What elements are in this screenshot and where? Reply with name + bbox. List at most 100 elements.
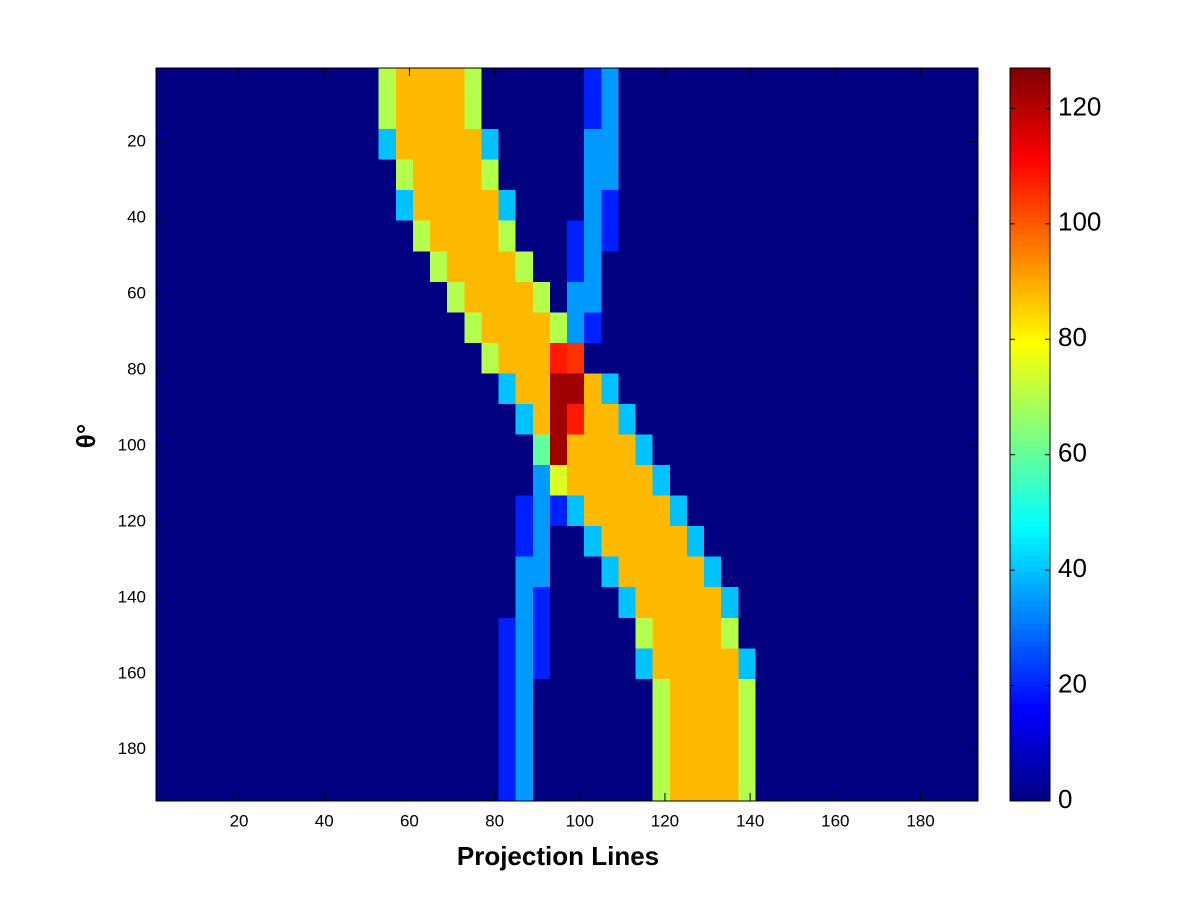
cell bbox=[464, 373, 482, 405]
cell bbox=[173, 465, 191, 497]
cell bbox=[721, 220, 739, 252]
cell bbox=[549, 68, 568, 100]
cell bbox=[584, 403, 602, 436]
cell bbox=[378, 678, 397, 710]
cell bbox=[960, 739, 979, 772]
cell bbox=[635, 403, 654, 436]
cell bbox=[858, 281, 876, 313]
cell bbox=[618, 465, 637, 497]
cell bbox=[481, 129, 500, 161]
cell bbox=[241, 770, 260, 802]
cell bbox=[789, 678, 808, 710]
cell bbox=[704, 403, 722, 436]
y-tick-label: 60 bbox=[127, 283, 146, 302]
cell bbox=[327, 281, 345, 313]
cell bbox=[327, 617, 345, 649]
cell bbox=[669, 587, 688, 619]
cell bbox=[738, 678, 756, 710]
cell bbox=[327, 190, 345, 222]
cell bbox=[361, 526, 380, 558]
cell bbox=[755, 159, 774, 191]
cell bbox=[549, 129, 568, 161]
colorbar-swatch bbox=[1010, 789, 1050, 796]
cell bbox=[601, 434, 619, 466]
cell bbox=[567, 587, 585, 619]
cell bbox=[395, 434, 414, 466]
cell bbox=[498, 526, 517, 558]
cell bbox=[584, 98, 602, 130]
cell bbox=[789, 220, 808, 252]
cell bbox=[412, 68, 431, 100]
cell bbox=[190, 709, 208, 741]
cell bbox=[447, 770, 465, 802]
colorbar-swatch bbox=[1010, 256, 1050, 264]
cell bbox=[567, 342, 585, 375]
cell bbox=[224, 770, 243, 802]
cell bbox=[344, 678, 363, 710]
cell bbox=[704, 373, 722, 405]
cell bbox=[447, 617, 465, 649]
cell bbox=[943, 220, 962, 252]
colorbar-swatch bbox=[1010, 297, 1050, 304]
cell bbox=[772, 342, 791, 375]
cell bbox=[926, 129, 945, 161]
colorbar-swatch bbox=[1010, 577, 1050, 584]
colorbar-swatch bbox=[1010, 302, 1050, 310]
cell bbox=[841, 770, 859, 802]
cell bbox=[173, 403, 191, 436]
cell bbox=[960, 68, 979, 100]
cell bbox=[704, 556, 722, 588]
cell bbox=[430, 739, 448, 772]
cell bbox=[823, 251, 842, 283]
cell bbox=[430, 678, 448, 710]
cell bbox=[515, 129, 534, 161]
cell bbox=[241, 68, 260, 100]
cell bbox=[207, 617, 226, 649]
cell bbox=[430, 434, 448, 466]
cell bbox=[361, 648, 380, 680]
colorbar-swatch bbox=[1010, 640, 1050, 647]
cell bbox=[721, 770, 739, 802]
colorbar-swatch bbox=[1010, 85, 1050, 92]
cell bbox=[755, 617, 774, 649]
cell bbox=[755, 526, 774, 558]
cell bbox=[481, 526, 500, 558]
colorbar-swatch bbox=[1010, 503, 1050, 510]
cell bbox=[430, 251, 448, 283]
cell bbox=[875, 159, 893, 191]
cell bbox=[909, 526, 928, 558]
colorbar-swatch bbox=[1010, 193, 1050, 201]
cell bbox=[601, 281, 619, 313]
cell bbox=[275, 617, 294, 649]
colorbar-swatch bbox=[1010, 738, 1050, 745]
cell bbox=[310, 129, 328, 161]
cell bbox=[378, 373, 397, 405]
cell bbox=[481, 770, 500, 802]
y-tick-label: 20 bbox=[127, 132, 146, 151]
cell bbox=[909, 251, 928, 283]
cell bbox=[601, 129, 619, 161]
cell bbox=[344, 465, 363, 497]
cell bbox=[567, 251, 585, 283]
cell bbox=[447, 312, 465, 344]
cell bbox=[241, 129, 260, 161]
cell bbox=[943, 312, 962, 344]
cell bbox=[601, 556, 619, 588]
cell bbox=[430, 68, 448, 100]
colorbar: 0 20 40 60 80 100 120 bbox=[1009, 67, 1101, 814]
cell bbox=[498, 709, 517, 741]
cell bbox=[395, 556, 414, 588]
colorbar-swatch bbox=[1010, 686, 1050, 693]
x-tick-label: 20 bbox=[230, 811, 249, 830]
colorbar-swatch bbox=[1010, 348, 1050, 355]
cell bbox=[806, 403, 825, 436]
cell bbox=[909, 739, 928, 772]
cell bbox=[361, 465, 380, 497]
cell bbox=[412, 342, 431, 375]
cell bbox=[601, 98, 619, 130]
cell bbox=[652, 678, 671, 710]
cell bbox=[549, 495, 568, 527]
cell bbox=[704, 709, 722, 741]
cell bbox=[806, 495, 825, 527]
cell bbox=[258, 190, 277, 222]
